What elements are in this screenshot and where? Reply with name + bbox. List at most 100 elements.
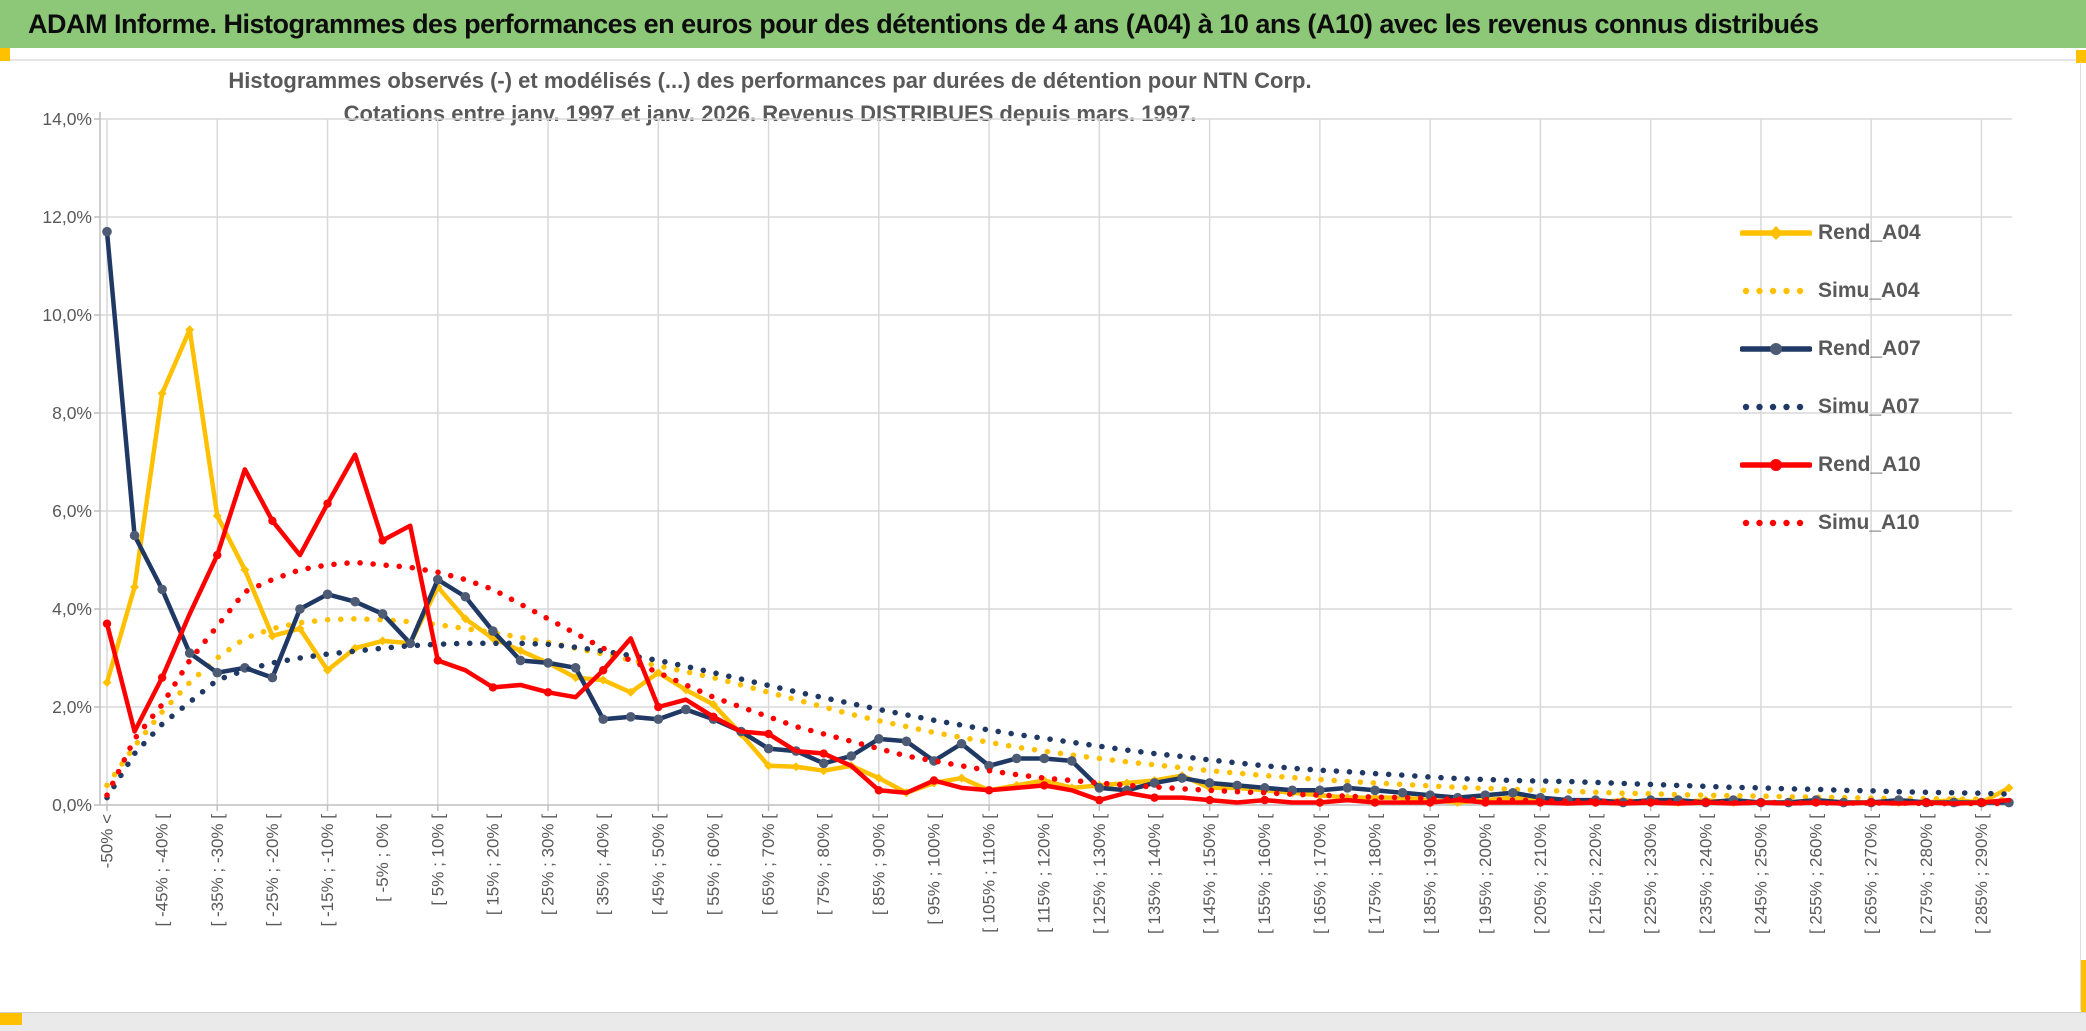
- data-point-marker: [1370, 798, 1380, 807]
- data-point-marker: [957, 773, 967, 783]
- legend-item-rend_a07[interactable]: Rend_A07: [1740, 320, 2000, 378]
- data-point-marker: [184, 648, 195, 658]
- data-point-marker: [654, 702, 663, 712]
- x-tick-label: [ 145% ; 150% [: [1200, 814, 1219, 934]
- data-point-marker: [405, 638, 416, 649]
- legend-label: Simu_A04: [1818, 279, 1920, 302]
- data-point-marker: [1315, 785, 1325, 796]
- x-tick-label: [ 25% ; 30% [: [539, 814, 558, 915]
- x-tick-label: [ 185% ; 190% [: [1421, 814, 1440, 934]
- x-tick-label: [ 245% ; 250% [: [1751, 814, 1770, 934]
- data-point-marker: [1011, 753, 1022, 764]
- data-point-marker: [432, 574, 443, 585]
- data-point-marker: [625, 712, 636, 722]
- y-tick-label: 6,0%: [52, 501, 92, 521]
- gridlines: [100, 118, 2012, 805]
- window-border-accent-top-right: [2076, 50, 2086, 63]
- data-point-marker: [102, 226, 112, 237]
- data-point-marker: [102, 678, 112, 687]
- legend-item-simu_a10[interactable]: Simu_A10: [1740, 494, 2000, 552]
- legend-item-simu_a04[interactable]: Simu_A04: [1740, 262, 2000, 320]
- data-point-marker: [763, 743, 774, 754]
- series-rend_a04[interactable]: [102, 325, 2014, 808]
- x-tick-label: [ 215% ; 220% [: [1586, 814, 1605, 934]
- x-tick-label: [ -45% ; -40% [: [153, 814, 172, 927]
- legend-label: Rend_A07: [1818, 337, 1921, 360]
- bottom-window-strip: [0, 1012, 2086, 1031]
- x-tick-label: [ 35% ; 40% [: [594, 814, 613, 915]
- x-tick-label: [ 125% ; 130% [: [1090, 814, 1109, 934]
- data-point-marker: [543, 688, 553, 697]
- banner-divider: [0, 59, 2086, 61]
- x-tick-label: [ 75% ; 80% [: [814, 814, 833, 915]
- legend-item-rend_a04[interactable]: Rend_A04: [1740, 204, 2000, 262]
- data-point-marker: [267, 631, 277, 641]
- data-point-marker: [598, 714, 608, 725]
- data-point-marker: [901, 736, 912, 747]
- data-point-marker: [956, 738, 967, 749]
- data-point-marker: [1122, 778, 1132, 788]
- x-tick-label: [ -35% ; -30% [: [208, 814, 227, 927]
- legend-item-simu_a07[interactable]: Simu_A07: [1740, 378, 2000, 436]
- legend-item-rend_a10[interactable]: Rend_A10: [1740, 436, 2000, 494]
- series-simu_a04[interactable]: [104, 616, 2012, 803]
- x-axis-labels: -50% < [ -45% ; -40% [[ -35% ; -30% [[ -2…: [98, 814, 1991, 934]
- series-line-solid[interactable]: [104, 452, 2012, 806]
- data-point-marker: [1094, 783, 1105, 793]
- data-point-marker: [157, 673, 167, 682]
- data-point-marker: [1866, 798, 1876, 807]
- series-rend_a10[interactable]: [102, 452, 2012, 807]
- data-point-marker: [433, 656, 442, 665]
- series-rend_a07[interactable]: [102, 226, 2014, 808]
- data-point-marker: [515, 655, 526, 666]
- data-point-marker: [984, 786, 994, 795]
- dotted-line-swatch-icon: [1742, 403, 1804, 411]
- y-tick-label: 10,0%: [42, 305, 92, 325]
- data-point-marker: [488, 683, 498, 692]
- data-point-marker: [846, 751, 857, 761]
- series-line-dotted[interactable]: [104, 640, 2012, 801]
- data-point-marker: [1508, 787, 1518, 798]
- data-point-marker: [764, 729, 773, 739]
- data-point-marker: [874, 786, 884, 795]
- data-point-marker: [129, 530, 140, 541]
- x-tick-label: [ -15% ; -10% [: [318, 814, 337, 927]
- data-point-marker: [818, 758, 829, 769]
- data-point-marker: [1259, 783, 1270, 793]
- x-tick-label: [ -5% ; 0% [: [373, 814, 392, 902]
- data-point-marker: [626, 687, 636, 697]
- data-point-marker: [240, 565, 250, 575]
- x-tick-label: [ 255% ; 260% [: [1807, 814, 1826, 934]
- data-point-marker: [212, 667, 223, 678]
- series-simu_a07[interactable]: [104, 640, 2012, 801]
- data-point-marker: [1397, 787, 1408, 798]
- y-tick-label: 14,0%: [42, 109, 92, 129]
- series-simu_a10[interactable]: [104, 559, 2012, 807]
- x-tick-label: [ 155% ; 160% [: [1255, 814, 1274, 934]
- data-point-marker: [102, 619, 112, 628]
- x-tick-label: [ 85% ; 90% [: [869, 814, 888, 915]
- series-line-solid[interactable]: [104, 229, 2012, 805]
- chart-legend: Rend_A04 Simu_A04 Rend_A07 Simu_A07 Rend_A10…: [1740, 204, 2000, 552]
- legend-label: Rend_A04: [1818, 221, 1921, 244]
- window-border-accent-bottom-left: [0, 1013, 22, 1025]
- x-tick-label: [ 15% ; 20% [: [483, 814, 502, 915]
- series-line-solid[interactable]: [104, 327, 2012, 805]
- data-point-marker: [322, 589, 333, 600]
- solid-line-swatch-icon: [1740, 343, 1812, 355]
- data-point-marker: [1370, 785, 1380, 796]
- data-point-marker: [1646, 798, 1655, 807]
- x-tick-label: [ 195% ; 200% [: [1476, 814, 1495, 934]
- series-line-dotted[interactable]: [104, 559, 2012, 807]
- legend-label: Rend_A10: [1818, 453, 1921, 476]
- data-point-marker: [1149, 778, 1160, 788]
- data-point-marker: [764, 761, 774, 771]
- data-point-marker: [130, 582, 140, 592]
- chart-area-right-border: [2080, 62, 2081, 1010]
- y-axis-labels: 0,0% 2,0% 4,0% 6,0% 8,0% 10,0% 12,0% 14,0%: [42, 109, 92, 815]
- chart-title-line2: Cotations entre janv. 1997 et janv. 2026…: [343, 101, 1197, 126]
- series-line-dotted[interactable]: [104, 616, 2012, 803]
- data-point-marker: [543, 658, 553, 668]
- x-tick-label: [ 235% ; 240% [: [1696, 814, 1715, 934]
